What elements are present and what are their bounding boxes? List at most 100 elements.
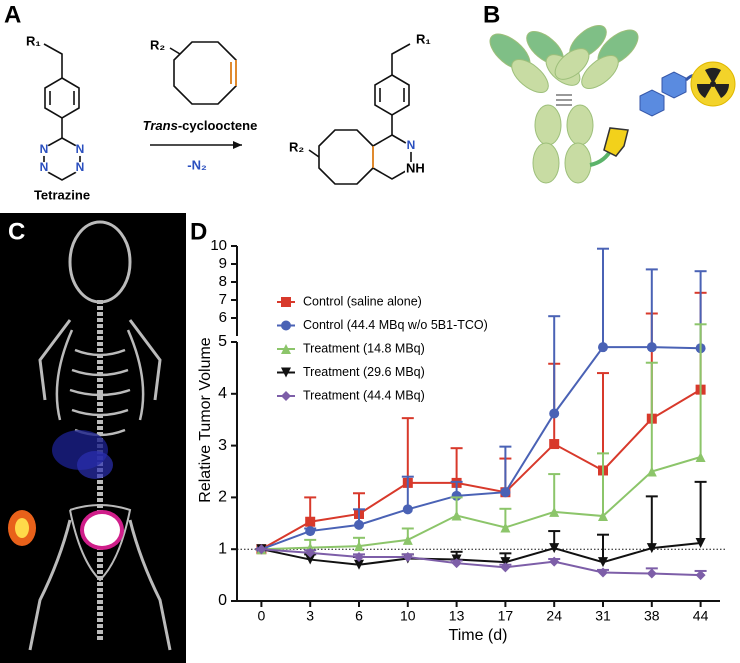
- x-tick-label: 10: [400, 608, 416, 624]
- tetrazine-hexagon: [661, 71, 687, 99]
- y-axis-title: Relative Tumor Volume: [197, 337, 214, 503]
- y-tick-label: 9: [219, 255, 227, 272]
- bond: [169, 47, 181, 55]
- hinge: [556, 94, 572, 106]
- cyclooctane-ring: [318, 129, 374, 185]
- panel-label: D: [190, 218, 207, 245]
- marker: [451, 510, 462, 521]
- x-tick-label: 31: [595, 608, 611, 624]
- marker: [305, 547, 316, 558]
- y-tick-label: 10: [210, 237, 227, 254]
- marker: [646, 342, 657, 353]
- legend-label: Treatment (44.4 MBq): [303, 388, 425, 402]
- reagent-name-italic: Trans: [143, 118, 178, 133]
- x-tick-label: 17: [498, 608, 514, 624]
- series-line: [261, 541, 701, 566]
- marker: [305, 516, 316, 527]
- marker: [598, 342, 608, 353]
- y-tick-label: 2: [218, 489, 227, 506]
- tetrazine-ring: [43, 137, 81, 181]
- marker: [646, 466, 657, 477]
- uptake: [77, 451, 113, 479]
- series-line: [261, 548, 701, 577]
- radiation-symbol: [696, 67, 730, 98]
- atom-bg: [405, 140, 429, 175]
- series-line: [261, 346, 701, 551]
- marker: [305, 526, 316, 537]
- marker: [695, 570, 706, 581]
- y-tick-label: 7: [219, 291, 227, 308]
- arrow-head: [233, 141, 242, 149]
- x-axis-title: Time (d): [449, 627, 508, 644]
- panel-b: B: [483, 1, 736, 184]
- marker: [402, 504, 413, 515]
- marker: [500, 522, 511, 533]
- reagent-name: Trans-cyclooctene: [143, 118, 258, 133]
- double-bond: [230, 60, 237, 86]
- bladder: [84, 514, 120, 546]
- legend-label: Treatment (29.6 MBq): [303, 365, 425, 379]
- x-tick-label: 13: [449, 608, 465, 624]
- panel-label: C: [8, 218, 25, 245]
- compound-name: Tetrazine: [34, 187, 90, 202]
- marker: [549, 439, 560, 450]
- legend-label: Treatment (14.8 MBq): [303, 341, 425, 355]
- y-tick-label: 8: [219, 273, 227, 290]
- byproduct: -N₂: [187, 157, 207, 172]
- y-tick-label: 4: [218, 385, 227, 402]
- marker: [646, 543, 657, 554]
- atom: NH: [406, 160, 425, 175]
- marker: [646, 568, 657, 579]
- marker: [598, 511, 608, 522]
- marker: [598, 567, 608, 578]
- marker: [281, 297, 291, 307]
- cyclooctene-ring: [173, 41, 237, 105]
- bond: [391, 43, 411, 75]
- panel-a: A R₁ N N N N Tetrazine R₂ Trans-cyclooct…: [4, 1, 431, 202]
- bond: [49, 91, 75, 105]
- marker: [695, 537, 706, 548]
- r-group: R₁: [26, 33, 41, 48]
- x-tick-label: 24: [546, 608, 562, 624]
- tetrazine-hexagon: [639, 89, 665, 117]
- marker: [500, 557, 511, 568]
- x-tick-label: 38: [644, 608, 660, 624]
- atom: N: [407, 138, 416, 152]
- legend-label: Control (saline alone): [303, 294, 422, 308]
- marker: [549, 556, 560, 567]
- marker: [549, 408, 560, 419]
- atom: N: [76, 142, 85, 156]
- marker: [402, 551, 413, 562]
- marker: [549, 543, 560, 554]
- y-tick-label: 1: [218, 540, 227, 557]
- marker: [402, 534, 413, 545]
- antibody: [489, 25, 639, 184]
- marker: [281, 391, 291, 401]
- x-tick-label: 6: [355, 608, 363, 624]
- r-group: R₂: [150, 37, 165, 52]
- bond: [379, 88, 405, 102]
- x-tick-label: 3: [306, 608, 314, 624]
- tco-moiety: [603, 127, 629, 157]
- legend-label: Control (44.4 MBq w/o 5B1-TCO): [303, 318, 488, 332]
- series-line: [261, 456, 701, 551]
- series-line: [260, 388, 702, 551]
- marker: [500, 487, 511, 498]
- panel-label: A: [4, 1, 21, 28]
- marker: [354, 559, 364, 570]
- marker: [281, 320, 291, 331]
- marker: [354, 519, 364, 530]
- x-tick-label: 0: [258, 608, 266, 624]
- atom: N: [76, 160, 85, 174]
- tumor: [15, 518, 29, 538]
- atom-bg: [38, 144, 86, 174]
- marker: [500, 562, 511, 573]
- x-tick-label: 44: [693, 608, 709, 624]
- panel-c: C: [0, 213, 186, 663]
- y-tick-label: 6: [219, 309, 227, 326]
- y-tick-label: 0: [218, 592, 227, 609]
- marker: [598, 557, 608, 568]
- marker: [256, 544, 267, 555]
- y-tick-label: 3: [218, 437, 227, 454]
